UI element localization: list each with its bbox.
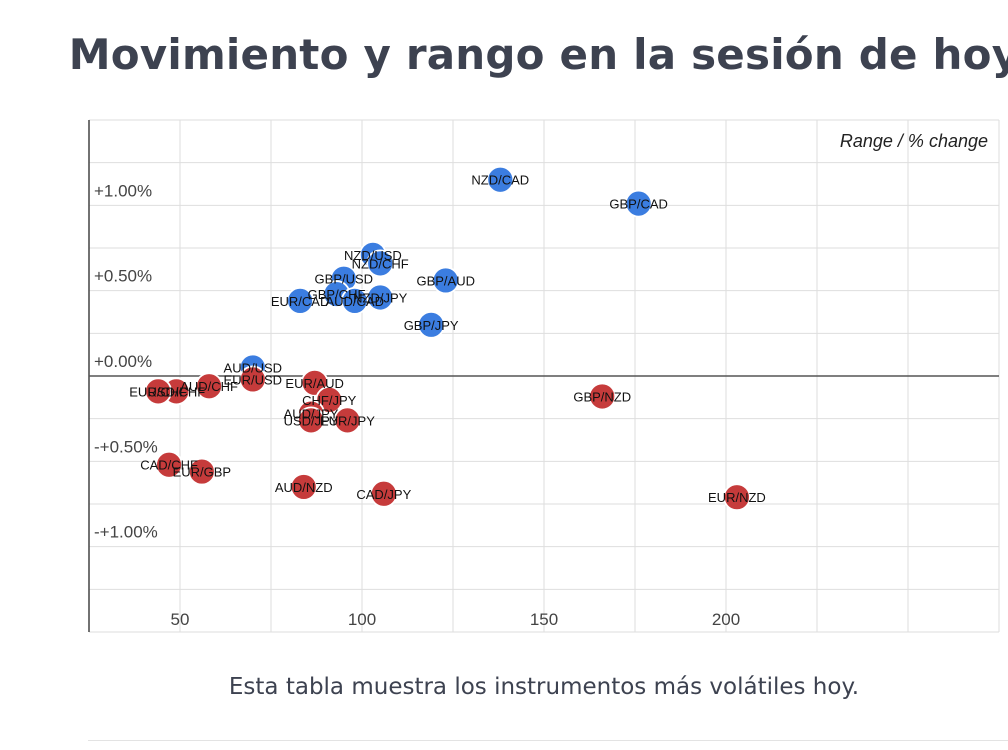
divider (88, 740, 1008, 741)
data-point (333, 406, 362, 435)
data-point (431, 266, 460, 295)
corner-label: Range / % change (840, 131, 988, 151)
data-label: AUD/NZD (275, 480, 333, 495)
y-tick-label: -+0.50% (94, 437, 158, 456)
data-label: AUD/JPY (284, 407, 339, 422)
y-tick-label: +0.00% (94, 352, 152, 371)
data-label: EUR/JPY (320, 413, 375, 428)
data-point (340, 287, 369, 315)
data-point (238, 365, 267, 394)
data-label: AUD/USD (224, 360, 283, 375)
data-point (195, 372, 224, 401)
data-label: USD/JPY (284, 413, 339, 428)
data-label: GBP/AUD (416, 273, 475, 288)
data-label: GBP/USD (315, 272, 374, 287)
x-tick-label: 100 (348, 610, 376, 629)
x-tick-label: 200 (712, 610, 740, 629)
data-point (588, 382, 617, 411)
y-tick-label: +1.00% (94, 181, 152, 200)
data-point (187, 457, 216, 486)
y-tick-label: +0.50% (94, 267, 152, 286)
data-point (297, 406, 325, 435)
data-label: EUR/CHF (129, 384, 187, 399)
data-label: GBP/NZD (573, 389, 631, 404)
data-point (144, 377, 173, 406)
data-label: NZD/JPY (353, 290, 408, 305)
data-label: GBP/CAD (609, 197, 668, 212)
data-point (417, 310, 446, 339)
data-point (486, 165, 515, 194)
data-label: CAD/CHF (140, 458, 198, 473)
data-label: AUD/CHF (180, 379, 238, 394)
data-label: EUR/CAD (271, 294, 330, 309)
data-point (369, 479, 398, 508)
data-point (289, 473, 318, 501)
data-label: NZD/CAD (471, 173, 529, 188)
chart-title: Movimiento y rango en la sesión de hoy (68, 30, 1008, 79)
data-label: EUR/AUD (285, 376, 344, 391)
data-point (723, 483, 751, 512)
x-tick-label: 150 (530, 610, 558, 629)
data-point (155, 450, 183, 479)
data-points (144, 165, 751, 512)
data-point (286, 287, 315, 315)
data-label: GBP/CHF (308, 287, 366, 302)
data-point (366, 249, 395, 278)
data-label: USD/CHF (147, 384, 205, 399)
y-tick-label: -+1.00% (94, 523, 158, 542)
data-label: CAD/JPY (356, 487, 411, 502)
x-tick-label: 50 (171, 610, 190, 629)
data-label: EUR/NZD (708, 490, 766, 505)
data-point (624, 189, 653, 218)
caption: Esta tabla muestra los instrumentos más … (228, 674, 860, 700)
data-label: NZD/USD (344, 248, 402, 263)
data-label: GBP/JPY (404, 318, 459, 333)
data-label: EUR/GBP (173, 465, 232, 480)
data-label: AUD/CAD (325, 294, 384, 309)
tick-labels: 50 100 150 200 +1.00% +0.50% +0.00% -+0.50% -+1.… (94, 181, 740, 629)
scatter-chart: 50 100 150 200 +1.00% +0.50% +0.00% -+0.50% -+1.… (88, 119, 1000, 633)
data-label: NZD/CHF (352, 256, 409, 271)
data-label: CHF/JPY (302, 393, 357, 408)
data-label: EUR/USD (224, 372, 283, 387)
